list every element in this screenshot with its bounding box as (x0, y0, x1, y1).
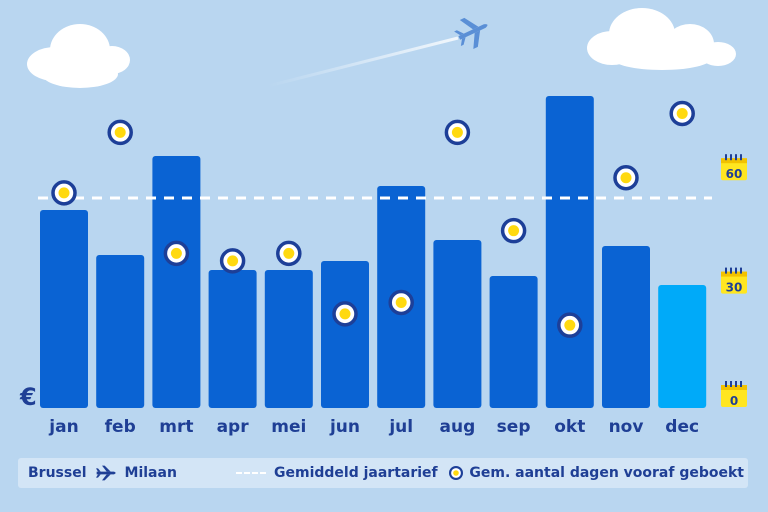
plane-icon (95, 465, 116, 481)
month-label-jun: jun (329, 417, 360, 437)
calendar-icon: 30 (721, 267, 747, 295)
bar-mrt (152, 156, 201, 408)
days-booked-marker-nov (613, 165, 639, 191)
month-label-okt: okt (554, 417, 585, 437)
calendar-icon: 60 (721, 154, 747, 181)
month-label-dec: dec (665, 417, 699, 437)
legend-origin: Brussel (28, 465, 87, 481)
legend-average-label: Gemiddeld jaartarief (274, 465, 438, 481)
days-booked-marker-okt (557, 312, 583, 338)
bar-aug (433, 240, 482, 408)
contrail (267, 36, 459, 88)
month-label-jan: jan (48, 417, 78, 437)
month-label-sep: sep (497, 417, 531, 437)
legend-route: Brussel Milaan (28, 458, 177, 488)
bar-nov (602, 246, 650, 408)
days-booked-marker-jun (332, 301, 358, 327)
days-axis-tick-label: 60 (726, 167, 743, 181)
plane-icon (454, 17, 488, 50)
legend-destination: Milaan (124, 465, 177, 481)
days-booked-marker-jul (388, 289, 414, 316)
days-axis-tick-label: 30 (726, 281, 743, 295)
days-booked-marker-mrt (163, 240, 190, 267)
days-booked-marker-dec (669, 100, 695, 127)
month-label-nov: nov (609, 417, 644, 437)
legend-days-booked: Gem. aantal dagen vooraf geboekt (449, 458, 744, 488)
bar-sep (489, 276, 538, 408)
bar-okt (545, 96, 594, 408)
booking-dot-icon (449, 466, 464, 480)
days-booked-marker-feb (107, 119, 133, 146)
month-label-feb: feb (105, 417, 136, 437)
calendar-icon: 0 (721, 381, 747, 408)
bar-apr (208, 270, 257, 408)
bar-jan (40, 210, 88, 408)
cloud-icon (27, 24, 130, 88)
month-label-jul: jul (388, 417, 413, 437)
dashed-line-icon (236, 472, 266, 474)
legend-days-booked-label: Gem. aantal dagen vooraf geboekt (469, 465, 744, 481)
month-label-apr: apr (217, 417, 250, 437)
days-booked-marker-mei (276, 240, 302, 267)
days-axis-tick-label: 0 (730, 394, 738, 408)
bar-jun (321, 261, 369, 408)
bar-dec (658, 285, 707, 408)
legend-average: Gemiddeld jaartarief (236, 458, 438, 488)
bar-feb (96, 255, 145, 408)
month-label-aug: aug (440, 417, 476, 437)
days-booked-marker-apr (219, 248, 246, 274)
cloud-icon (587, 8, 736, 70)
legend: Brussel Milaan Gemiddeld jaartarief Gem.… (18, 458, 748, 488)
bar-mei (264, 270, 313, 408)
days-booked-marker-sep (500, 217, 527, 244)
month-label-mei: mei (271, 417, 306, 437)
days-booked-marker-aug (444, 119, 471, 146)
currency-symbol: € (19, 383, 37, 411)
days-booked-marker-jan (51, 180, 77, 206)
chart: jan feb mrt apr mei jun jul aug sep okt nov dec 0 30… (19, 8, 747, 437)
month-label-mrt: mrt (159, 417, 193, 437)
